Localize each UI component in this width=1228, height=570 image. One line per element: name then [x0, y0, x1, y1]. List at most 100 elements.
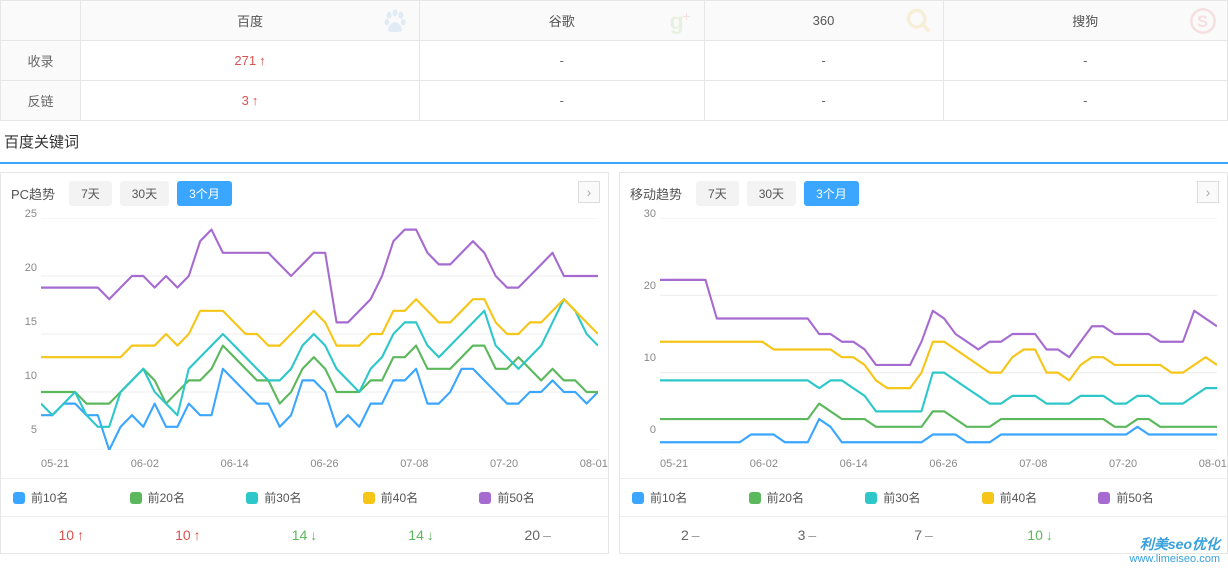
legend-item-top40[interactable]: 前40名 [982, 489, 1099, 506]
x-axis-label: 07-08 [1019, 458, 1047, 470]
chart-next-button[interactable]: › [1197, 181, 1219, 203]
cell-index-google: - [420, 41, 704, 81]
engine-header-360[interactable]: 360 [704, 1, 943, 41]
legend-swatch [865, 492, 877, 504]
x-axis-label: 06-14 [221, 458, 249, 470]
section-title: 百度关键词 [0, 121, 1228, 162]
legend-swatch [246, 492, 258, 504]
cell-index-sogou: - [943, 41, 1227, 81]
legend-label: 前40名 [381, 489, 418, 506]
legend-item-top20[interactable]: 前20名 [130, 489, 247, 506]
x-axis-label: 06-26 [310, 458, 338, 470]
x-axis-label: 06-26 [929, 458, 957, 470]
pc-values-row: 1010141420 [1, 516, 608, 553]
chart-series-top40 [41, 299, 598, 357]
x-axis-label: 05-21 [41, 458, 69, 470]
legend-label: 前10名 [650, 489, 687, 506]
x-axis-label: 06-02 [750, 458, 778, 470]
legend-label: 前30名 [883, 489, 920, 506]
legend-swatch [479, 492, 491, 504]
engine-label: 360 [813, 13, 835, 28]
legend-label: 前10名 [31, 489, 68, 506]
time-btn-7d[interactable]: 7天 [696, 181, 739, 206]
legend-item-top20[interactable]: 前20名 [749, 489, 866, 506]
x-axis-label: 05-21 [660, 458, 688, 470]
chart-series-top30 [660, 373, 1217, 412]
corner-cell [1, 1, 81, 41]
legend-swatch [749, 492, 761, 504]
chart-title: 移动趋势 [630, 184, 682, 203]
x-axis-label: 08-01 [1199, 458, 1227, 470]
cell-index-baidu[interactable]: 271 [81, 41, 420, 81]
x-axis-label: 06-14 [840, 458, 868, 470]
cell-index-360: - [704, 41, 943, 81]
engine-summary-table: 百度 谷歌 g+ 360 搜狗 S 收录 271 - - - 反链 3 - - … [0, 0, 1228, 121]
legend-swatch [982, 492, 994, 504]
y-axis-label: 30 [644, 208, 656, 220]
sogou-icon: S [1189, 7, 1217, 35]
chart-next-button[interactable]: › [578, 181, 600, 203]
pc-legend: 前10名 前20名 前30名 前40名 前50名 [1, 478, 608, 516]
time-btn-7d[interactable]: 7天 [69, 181, 112, 206]
legend-swatch [13, 492, 25, 504]
engine-header-sogou[interactable]: 搜狗 S [943, 1, 1227, 41]
legend-label: 前50名 [1116, 489, 1153, 506]
value-top40: 14 [363, 527, 480, 543]
engine-header-baidu[interactable]: 百度 [81, 1, 420, 41]
cell-backlink-360: - [704, 81, 943, 121]
time-btn-3m[interactable]: 3个月 [804, 181, 859, 206]
legend-label: 前40名 [1000, 489, 1037, 506]
section-divider [0, 162, 1228, 164]
chart-series-top10 [41, 369, 598, 450]
cell-backlink-sogou: - [943, 81, 1227, 121]
value-top20: 10 [130, 527, 247, 543]
legend-item-top30[interactable]: 前30名 [246, 489, 363, 506]
so360-icon [905, 7, 933, 35]
cell-backlink-baidu[interactable]: 3 [81, 81, 420, 121]
legend-item-top40[interactable]: 前40名 [363, 489, 480, 506]
engine-label: 谷歌 [549, 14, 575, 29]
time-btn-30d[interactable]: 30天 [120, 181, 169, 206]
y-axis-label: 20 [25, 262, 37, 274]
chart-title: PC趋势 [11, 184, 55, 203]
legend-swatch [632, 492, 644, 504]
y-axis-label: 0 [650, 424, 656, 436]
y-axis-label: 15 [25, 316, 37, 328]
legend-swatch [363, 492, 375, 504]
legend-swatch [130, 492, 142, 504]
legend-label: 前30名 [264, 489, 301, 506]
engine-header-google[interactable]: 谷歌 g+ [420, 1, 704, 41]
value-top50: 20 [479, 527, 596, 543]
table-row-index: 收录 271 - - - [1, 41, 1228, 81]
legend-label: 前50名 [497, 489, 534, 506]
time-btn-30d[interactable]: 30天 [747, 181, 796, 206]
value-top30: 7 [865, 527, 982, 543]
legend-item-top50[interactable]: 前50名 [479, 489, 596, 506]
pc-chart-box: PC趋势 7天 30天 3个月 › 510152025 05-2106-0206… [0, 172, 609, 554]
y-axis-label: 25 [25, 208, 37, 220]
value-top20: 3 [749, 527, 866, 543]
engine-label: 搜狗 [1072, 14, 1098, 29]
x-axis-label: 07-20 [1109, 458, 1137, 470]
legend-item-top10[interactable]: 前10名 [13, 489, 130, 506]
engine-label: 百度 [237, 14, 263, 29]
mobile-legend: 前10名 前20名前30名 前40名 前50名 [620, 478, 1227, 516]
chart-series-top20 [660, 404, 1217, 427]
legend-item-top50[interactable]: 前50名 [1098, 489, 1215, 506]
legend-label: 前20名 [148, 489, 185, 506]
svg-text:S: S [1197, 12, 1208, 30]
google-icon: g+ [666, 7, 694, 35]
legend-item-top10[interactable]: 前10名 [632, 489, 749, 506]
legend-item-top30[interactable]: 前30名 [865, 489, 982, 506]
row-label: 收录 [1, 41, 81, 81]
y-axis-label: 20 [644, 280, 656, 292]
table-row-backlink: 反链 3 - - - [1, 81, 1228, 121]
x-axis-label: 07-08 [400, 458, 428, 470]
y-axis-label: 10 [644, 352, 656, 364]
value-top40: 10 [982, 527, 1099, 543]
x-axis-label: 08-01 [580, 458, 608, 470]
y-axis-label: 10 [25, 370, 37, 382]
time-btn-3m[interactable]: 3个月 [177, 181, 232, 206]
y-axis-label: 5 [31, 424, 37, 436]
baidu-icon [381, 7, 409, 35]
